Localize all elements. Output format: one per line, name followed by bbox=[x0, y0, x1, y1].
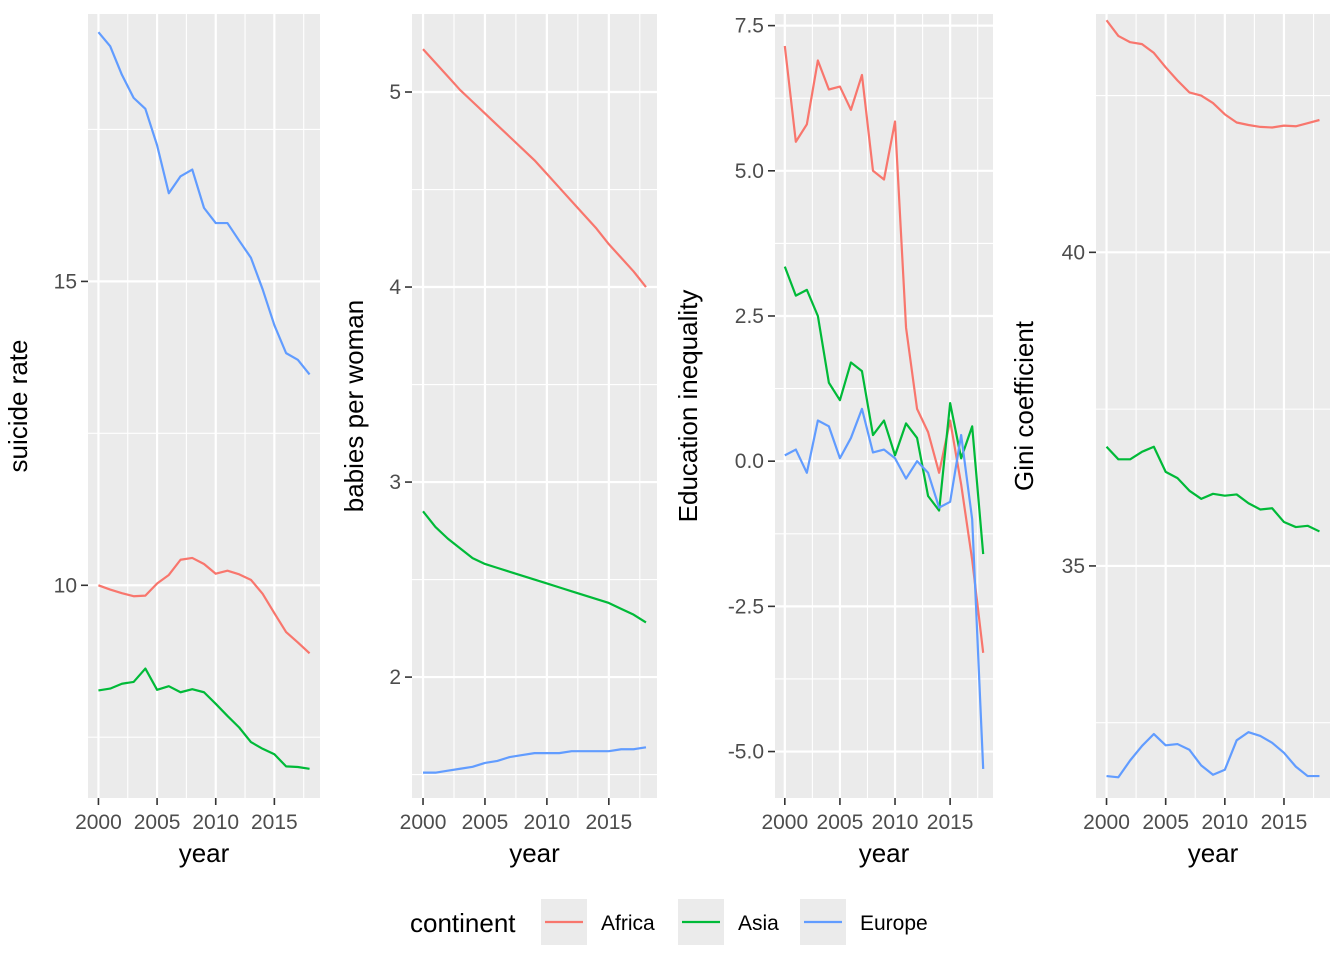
legend-item-africa: Africa bbox=[541, 899, 655, 945]
x-tick-label: 2010 bbox=[524, 811, 571, 834]
y-tick-label: 5.0 bbox=[735, 160, 764, 183]
legend: continent Africa Asia Europe bbox=[410, 899, 928, 945]
series-line-europe bbox=[423, 746, 647, 774]
x-tick-label: 2015 bbox=[251, 811, 298, 834]
series-line-africa bbox=[783, 45, 985, 653]
panel-1: 10 15 2000 2005 2010 2015 year suicide rate bbox=[3, 14, 320, 868]
y-tick-label: 10 bbox=[54, 574, 77, 597]
x-tick-label: 2005 bbox=[134, 811, 181, 834]
x-tick-label: 2000 bbox=[400, 811, 447, 834]
series-line-africa bbox=[422, 48, 647, 288]
panel-background bbox=[88, 14, 320, 798]
y-tick-label: 0.0 bbox=[735, 450, 764, 473]
x-tick-label: 2015 bbox=[927, 811, 974, 834]
panel-background bbox=[412, 14, 657, 798]
series-line-asia bbox=[422, 510, 647, 624]
x-tick-label: 2015 bbox=[585, 811, 632, 834]
legend-label: Europe bbox=[860, 912, 928, 935]
x-tick-label: 2010 bbox=[192, 811, 239, 834]
legend-title: continent bbox=[410, 908, 516, 938]
panel-4: 35 40 2000 2005 2010 2015 year Gini coefficient bbox=[1009, 14, 1330, 868]
y-tick-label: 35 bbox=[1062, 555, 1085, 578]
series-line-europe bbox=[97, 31, 311, 376]
legend-item-asia: Asia bbox=[678, 899, 779, 945]
x-axis-title: year bbox=[1188, 838, 1239, 868]
x-tick-label: 2000 bbox=[75, 811, 122, 834]
x-tick-label: 2000 bbox=[761, 811, 808, 834]
x-axis-title: year bbox=[509, 838, 560, 868]
x-tick-label: 2000 bbox=[1083, 811, 1130, 834]
y-axis-title: suicide rate bbox=[3, 340, 33, 473]
y-tick-label: 2 bbox=[389, 666, 401, 689]
panel-2: 2 3 4 5 2000 2005 2010 2015 year babies per woman bbox=[339, 14, 657, 868]
x-axis-title: year bbox=[859, 838, 910, 868]
legend-keys: Africa Asia Europe bbox=[541, 899, 928, 945]
y-tick-label: 4 bbox=[389, 276, 401, 299]
panel-3: -5.0 -2.5 0.0 2.5 5.0 7.5 2000 2005 2010 2015 year… bbox=[673, 14, 993, 868]
y-tick-label: -2.5 bbox=[728, 595, 764, 618]
legend-item-europe: Europe bbox=[800, 899, 928, 945]
x-tick-label: 2005 bbox=[817, 811, 864, 834]
x-tick-label: 2005 bbox=[1142, 811, 1189, 834]
y-tick-label: -5.0 bbox=[728, 741, 764, 764]
x-tick-label: 2010 bbox=[872, 811, 919, 834]
x-tick-label: 2010 bbox=[1201, 811, 1248, 834]
y-tick-label: 3 bbox=[389, 471, 401, 494]
series-line-asia bbox=[1105, 445, 1320, 533]
legend-label: Africa bbox=[601, 912, 655, 935]
series-line-africa bbox=[1105, 19, 1320, 129]
y-tick-label: 15 bbox=[54, 270, 77, 293]
y-axis-title: Gini coefficient bbox=[1009, 320, 1039, 491]
panel-background bbox=[775, 14, 993, 798]
series-line-africa bbox=[98, 556, 311, 655]
series-line-europe bbox=[1106, 731, 1320, 779]
y-tick-label: 40 bbox=[1062, 241, 1085, 264]
chart-panels: 10 15 2000 2005 2010 2015 year suicide rate 2 3 4 5… bbox=[3, 14, 1330, 868]
x-tick-label: 2015 bbox=[1261, 811, 1308, 834]
series-line-asia bbox=[783, 266, 985, 555]
y-axis-title: babies per woman bbox=[339, 300, 369, 512]
legend-label: Asia bbox=[738, 912, 779, 935]
x-axis-title: year bbox=[179, 838, 230, 868]
y-tick-label: 7.5 bbox=[735, 15, 764, 38]
x-tick-label: 2005 bbox=[462, 811, 509, 834]
series-line-asia bbox=[98, 667, 310, 770]
series-line-europe bbox=[784, 407, 985, 770]
panel-background bbox=[1096, 14, 1330, 798]
y-axis-title: Education inequality bbox=[673, 290, 703, 523]
y-tick-label: 5 bbox=[389, 81, 401, 104]
y-tick-label: 2.5 bbox=[735, 305, 764, 328]
